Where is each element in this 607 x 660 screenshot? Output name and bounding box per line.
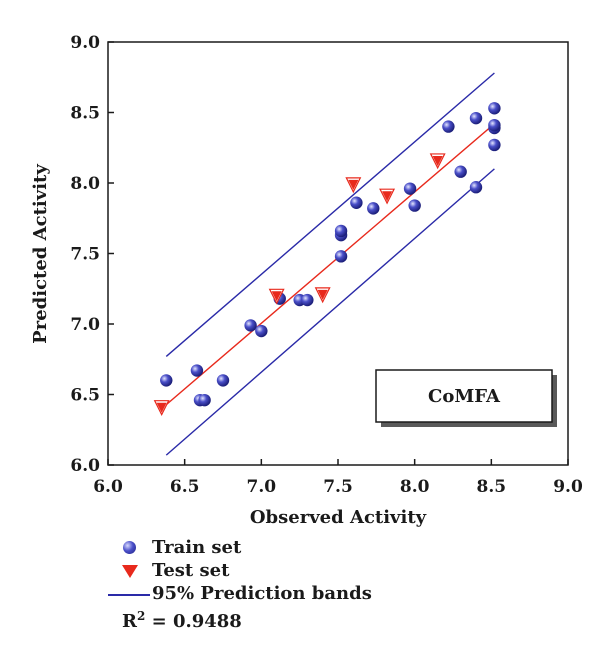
annotation-box: CoMFA [375,369,557,427]
train-point [244,319,257,332]
train-point [367,202,380,215]
train-point [488,118,501,132]
train-point [190,364,204,377]
train-point [408,199,421,212]
y-tick-label: 8.5 [70,104,100,124]
prediction-band-lower [165,168,495,456]
train-point [488,138,501,152]
train-point [334,250,348,263]
sphere-marker-icon [108,538,152,558]
r-squared-label: R2 = 0.9488 [122,609,242,632]
y-tick-label: 7.0 [70,315,100,335]
y-tick-label: 6.0 [70,456,100,476]
train-point [334,224,348,238]
train-point [469,111,483,125]
prediction-band-upper [165,72,495,357]
annotation-label: CoMFA [428,386,501,407]
data-points [153,102,501,417]
train-point [403,182,417,195]
x-tick-label: 8.5 [477,477,507,497]
x-tick-label: 7.5 [323,477,353,497]
y-tick-label: 9.0 [70,33,100,53]
train-point [198,393,211,407]
train-point [442,120,455,133]
train-point [454,165,467,178]
line-marker-icon [108,584,152,604]
test-point [348,179,359,190]
regression-line [161,123,495,410]
x-tick-label: 6.5 [170,477,200,497]
train-point [160,374,173,387]
x-tick-label: 9.0 [553,477,583,497]
y-tick-label: 6.5 [70,386,100,406]
train-point [488,102,501,115]
prediction-bands [165,72,495,456]
x-tick-label: 8.0 [400,477,430,497]
legend-item-test: Test set [108,559,468,582]
y-axis-label: Predicted Activity [30,164,51,344]
train-point [469,181,483,194]
legend: Train set Test set 95% Prediction bands … [108,536,468,632]
legend-label-train: Train set [152,537,242,558]
test-point [271,291,282,302]
legend-item-bands: 95% Prediction bands [108,582,468,605]
train-point [350,196,363,209]
fit-line [161,123,495,410]
triangle-marker-icon [108,561,152,581]
test-point [317,289,328,300]
y-tick-label: 7.5 [70,245,100,265]
train-point [216,374,230,387]
test-point [156,402,167,413]
x-tick-label: 6.0 [93,477,123,497]
test-point [382,191,393,202]
x-tick-label: 7.0 [247,477,277,497]
chart: 6.0 6.5 7.0 7.5 8.0 8.5 9.0 6.0 6.5 7.0 7.5 8.0 8.5 9… [30,33,583,528]
legend-label-bands: 95% Prediction bands [152,583,372,604]
x-axis-label: Observed Activity [250,507,427,528]
train-point [301,293,314,307]
legend-label-test: Test set [152,560,230,581]
train-point [255,324,268,338]
axes: 6.0 6.5 7.0 7.5 8.0 8.5 9.0 6.0 6.5 7.0 7.5 8.0 8.5 9… [70,33,583,497]
legend-item-train: Train set [108,536,468,559]
y-tick-label: 8.0 [70,174,100,194]
test-point [432,155,443,166]
